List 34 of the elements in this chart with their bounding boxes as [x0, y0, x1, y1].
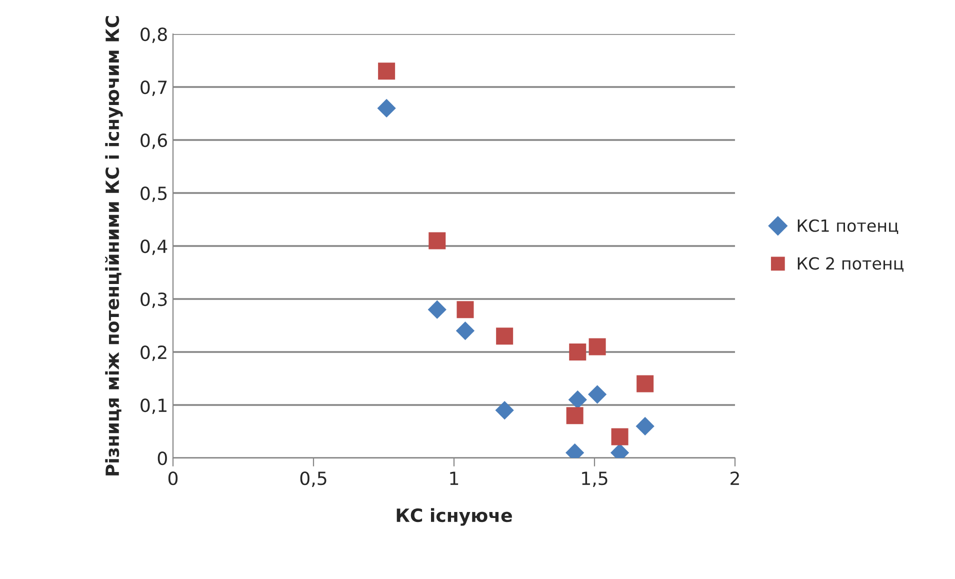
y-tick-label: 0,4 — [140, 239, 168, 255]
x-axis-title: КС існуюче — [396, 508, 512, 526]
point — [568, 390, 587, 410]
point — [569, 343, 586, 361]
point — [428, 300, 446, 319]
y-axis-title: Різниця між потенційними КС і існуючим КС — [105, 16, 123, 476]
y-tick-label: 0,3 — [140, 292, 167, 308]
point — [377, 98, 396, 118]
point — [636, 416, 654, 436]
y-tick-label: 0,7 — [140, 80, 167, 96]
y-tick-label: 0,2 — [140, 345, 166, 361]
legend-label: КС1 потенц — [798, 219, 898, 234]
legend-label: КС 2 потенц — [798, 257, 904, 272]
point — [636, 375, 654, 392]
y-tick-label: 0,6 — [140, 133, 168, 149]
point — [588, 385, 607, 404]
point — [456, 321, 475, 340]
point — [378, 62, 396, 80]
x-tick-label: 1 — [450, 472, 458, 485]
point — [588, 338, 606, 356]
y-tick-label: 0,1 — [140, 398, 166, 414]
y-tick-label: 0 — [158, 451, 167, 466]
point — [428, 232, 446, 250]
point — [611, 428, 628, 446]
point — [495, 400, 514, 420]
x-tick-label: 0 — [168, 472, 178, 486]
y-tick-label: 0,8 — [140, 27, 167, 43]
x-tick-label: 0,5 — [300, 472, 326, 488]
y-tick-label: 0,5 — [140, 186, 167, 202]
x-tick-label: 1,5 — [582, 472, 608, 488]
point — [566, 407, 584, 424]
x-tick-label: 2 — [730, 472, 739, 485]
point — [456, 301, 474, 318]
point — [496, 328, 514, 345]
